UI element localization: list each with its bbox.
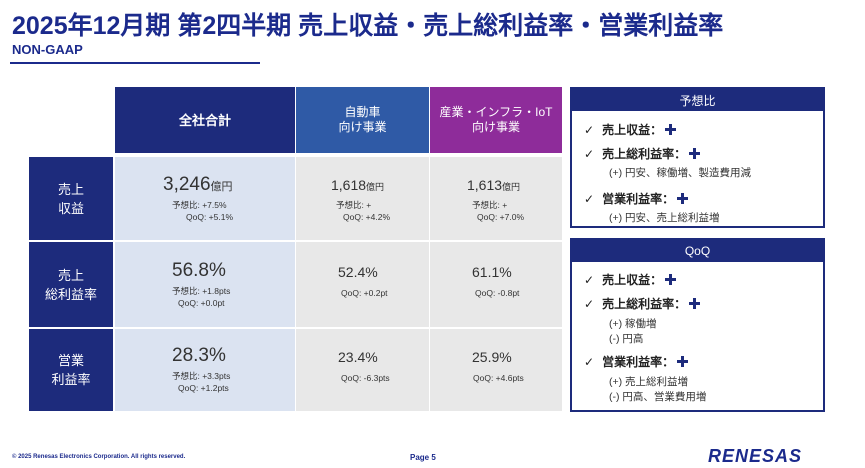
operating-margin-total-value: 28.3% xyxy=(172,345,226,366)
qoq-item-operating-margin: ✓ 営業利益率： xyxy=(584,353,689,370)
revenue-total-cell: 3,246億円 予想比: +7.5% QoQ: +5.1% xyxy=(115,157,295,240)
plus-icon xyxy=(665,124,677,135)
check-icon: ✓ xyxy=(584,297,595,311)
column-header-total: 全社合計 xyxy=(115,87,295,153)
revenue-total-forecast: 予想比: +7.5% xyxy=(172,200,227,210)
check-icon: ✓ xyxy=(584,273,595,287)
operating-margin-automotive-value: 23.4% xyxy=(338,349,378,365)
forecast-item-revenue: ✓ 売上収益： xyxy=(584,121,677,138)
column-header-industrial: 産業・インフラ・IoT 向け事業 xyxy=(430,87,562,153)
revenue-industrial-value: 1,613億円 xyxy=(467,177,521,193)
row-label-revenue: 売上 収益 xyxy=(29,157,113,240)
operating-margin-industrial-qoq: QoQ: +4.6pts xyxy=(473,373,524,383)
column-header-automotive: 自動車 向け事業 xyxy=(296,87,429,153)
row-label-gross-margin: 売上 総利益率 xyxy=(29,242,113,327)
plus-icon xyxy=(665,274,677,285)
renesas-logo: RENESAS xyxy=(708,446,803,466)
operating-margin-total-forecast: 予想比: +3.3pts xyxy=(172,371,231,381)
plus-icon xyxy=(677,193,689,204)
gross-margin-total-forecast: 予想比: +1.8pts xyxy=(172,286,231,296)
forecast-item-operating-margin: ✓ 営業利益率： xyxy=(584,190,689,207)
revenue-automotive-qoq: QoQ: +4.2% xyxy=(343,212,391,222)
results-table: 全社合計 自動車 向け事業 産業・インフラ・IoT 向け事業 売上 収益 3,2… xyxy=(29,87,562,411)
revenue-automotive-cell: 1,618億円 予想比: + QoQ: +4.2% xyxy=(296,157,429,240)
title-underline xyxy=(10,62,260,64)
check-icon: ✓ xyxy=(584,192,595,206)
gross-margin-industrial-value: 61.1% xyxy=(472,264,512,280)
gross-margin-total-qoq: QoQ: +0.0pt xyxy=(178,298,225,308)
qoq-item-revenue: ✓ 売上収益： xyxy=(584,271,677,288)
gross-margin-industrial-cell: 61.1% QoQ: -0.8pt xyxy=(430,242,562,327)
check-icon: ✓ xyxy=(584,123,595,137)
copyright-text: © 2025 Renesas Electronics Corporation. … xyxy=(12,454,186,460)
revenue-total-qoq: QoQ: +5.1% xyxy=(186,212,234,222)
revenue-industrial-qoq: QoQ: +7.0% xyxy=(477,212,525,222)
check-icon: ✓ xyxy=(584,147,595,161)
check-icon: ✓ xyxy=(584,355,595,369)
revenue-industrial-cell: 1,613億円 予想比: + QoQ: +7.0% xyxy=(430,157,562,240)
forecast-item-gross-margin: ✓ 売上総利益率： xyxy=(584,145,701,162)
gross-margin-automotive-qoq: QoQ: +0.2pt xyxy=(341,288,388,298)
forecast-note-gross-margin: (+) 円安、稼働増、製造費用減 xyxy=(609,167,752,179)
page-number: Page 5 xyxy=(410,453,436,462)
plus-icon xyxy=(677,356,689,367)
forecast-note-operating-margin: (+) 円安、売上総利益増 xyxy=(609,212,720,224)
revenue-total-value: 3,246億円 xyxy=(163,174,233,195)
forecast-comparison-box: 予想比 ✓ 売上収益： ✓ 売上総利益率： (+) 円安、稼働増、製造費用減 ✓ 営業… xyxy=(570,87,825,228)
gross-margin-automotive-value: 52.4% xyxy=(338,264,378,280)
operating-margin-automotive-cell: 23.4% QoQ: -6.3pts xyxy=(296,329,429,411)
row-label-operating-margin: 営業 利益率 xyxy=(29,329,113,411)
qoq-note-operating-margin-1: (+) 売上総利益増 xyxy=(609,376,689,388)
operating-margin-industrial-cell: 25.9% QoQ: +4.6pts xyxy=(430,329,562,411)
qoq-box: QoQ ✓ 売上収益： ✓ 売上総利益率： (+) 稼働増 (-) 円高 ✓ 営業利益… xyxy=(570,238,825,412)
forecast-box-title: 予想比 xyxy=(572,89,823,111)
qoq-note-gross-margin-2: (-) 円高 xyxy=(609,333,644,345)
qoq-box-title: QoQ xyxy=(572,240,823,262)
gross-margin-total-value: 56.8% xyxy=(172,260,226,281)
page-title: 2025年12月期 第2四半期 売上収益・売上総利益率・営業利益率 xyxy=(12,12,724,40)
gross-margin-industrial-qoq: QoQ: -0.8pt xyxy=(475,288,520,298)
operating-margin-total-cell: 28.3% 予想比: +3.3pts QoQ: +1.2pts xyxy=(115,329,295,411)
plus-icon xyxy=(689,298,701,309)
operating-margin-industrial-value: 25.9% xyxy=(472,349,512,365)
gross-margin-total-cell: 56.8% 予想比: +1.8pts QoQ: +0.0pt xyxy=(115,242,295,327)
revenue-automotive-value: 1,618億円 xyxy=(331,177,385,193)
qoq-note-operating-margin-2: (-) 円高、営業費用増 xyxy=(609,391,707,403)
qoq-note-gross-margin-1: (+) 稼働増 xyxy=(609,318,657,330)
revenue-industrial-forecast: 予想比: + xyxy=(472,200,508,210)
qoq-item-gross-margin: ✓ 売上総利益率： xyxy=(584,295,701,312)
page-subtitle: NON-GAAP xyxy=(12,42,83,57)
operating-margin-automotive-qoq: QoQ: -6.3pts xyxy=(341,373,390,383)
gross-margin-automotive-cell: 52.4% QoQ: +0.2pt xyxy=(296,242,429,327)
revenue-automotive-forecast: 予想比: + xyxy=(336,200,372,210)
operating-margin-total-qoq: QoQ: +1.2pts xyxy=(178,383,229,393)
plus-icon xyxy=(689,148,701,159)
